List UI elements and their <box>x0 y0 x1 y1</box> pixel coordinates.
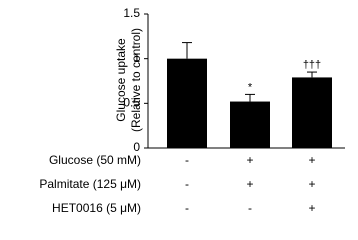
condition-mark: + <box>246 177 253 191</box>
condition-mark: + <box>308 201 315 215</box>
condition-label: Palmitate (125 μM) <box>39 177 141 191</box>
y-axis-title-line: Glucose uptake <box>114 38 128 122</box>
condition-mark: + <box>246 153 253 167</box>
bar <box>167 58 207 148</box>
chart: Glucose uptake (Relative to control) 0 0.… <box>39 6 345 215</box>
y-axis-title-line: (Relative to control) <box>129 28 143 132</box>
bar <box>292 77 332 148</box>
y-tick-label: 0.5 <box>123 96 140 110</box>
y-tick-label: 1 <box>133 51 140 65</box>
condition-mark: - <box>248 201 252 215</box>
condition-mark: - <box>185 153 189 167</box>
y-tick-label: 0 <box>133 140 140 154</box>
condition-label: Glucose (50 mM) <box>49 153 141 167</box>
condition-mark: + <box>308 153 315 167</box>
y-tick-label: 1.5 <box>123 6 140 20</box>
significance-label: * <box>248 81 253 93</box>
condition-mark: - <box>185 177 189 191</box>
condition-label: HET0016 (5 μM) <box>52 201 141 215</box>
bar <box>230 101 270 148</box>
y-axis-title: Glucose uptake (Relative to control) <box>114 28 143 132</box>
condition-mark: + <box>308 177 315 191</box>
significance-label: ††† <box>303 59 321 71</box>
condition-mark: - <box>185 201 189 215</box>
